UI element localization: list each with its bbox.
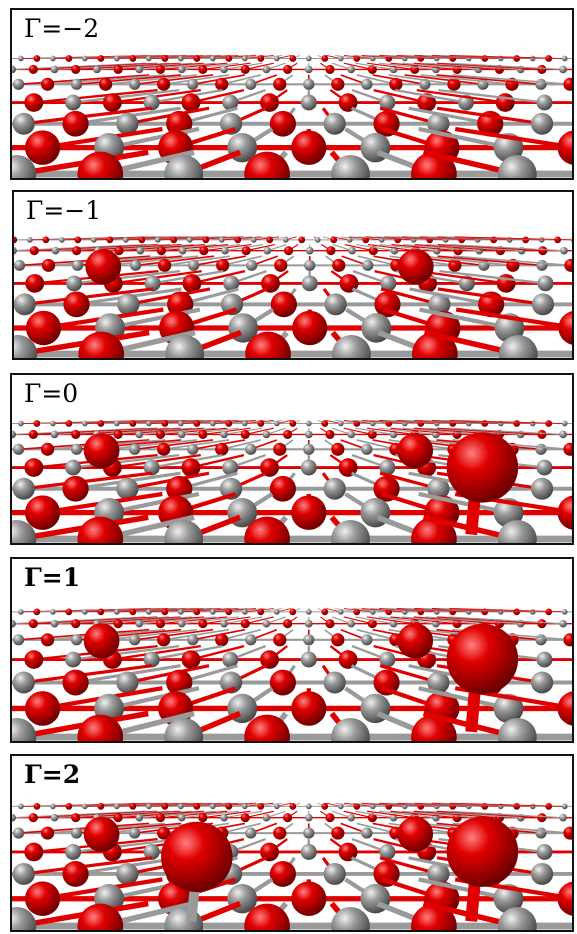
lattice-render-image xyxy=(12,802,572,930)
panel-gamma-minus-1: Γ=−1 xyxy=(12,190,574,360)
panel-gamma-minus-2: Γ=−2 xyxy=(10,8,574,180)
panel-gamma-0: Γ=0 xyxy=(10,373,574,545)
lattice-render-image xyxy=(14,236,572,358)
panel-label: Γ=2 xyxy=(24,760,81,789)
panel-label: Γ=0 xyxy=(24,379,79,408)
panel-gamma-2: Γ=2 xyxy=(10,754,574,932)
panel-label: Γ=−2 xyxy=(24,14,100,43)
panel-label: Γ=−1 xyxy=(26,196,102,225)
lattice-render-image xyxy=(12,608,572,741)
panel-gamma-1: Γ=1 xyxy=(10,557,574,743)
panel-label: Γ=1 xyxy=(24,563,81,592)
lattice-render-image xyxy=(12,54,572,178)
lattice-render-image xyxy=(12,419,572,543)
